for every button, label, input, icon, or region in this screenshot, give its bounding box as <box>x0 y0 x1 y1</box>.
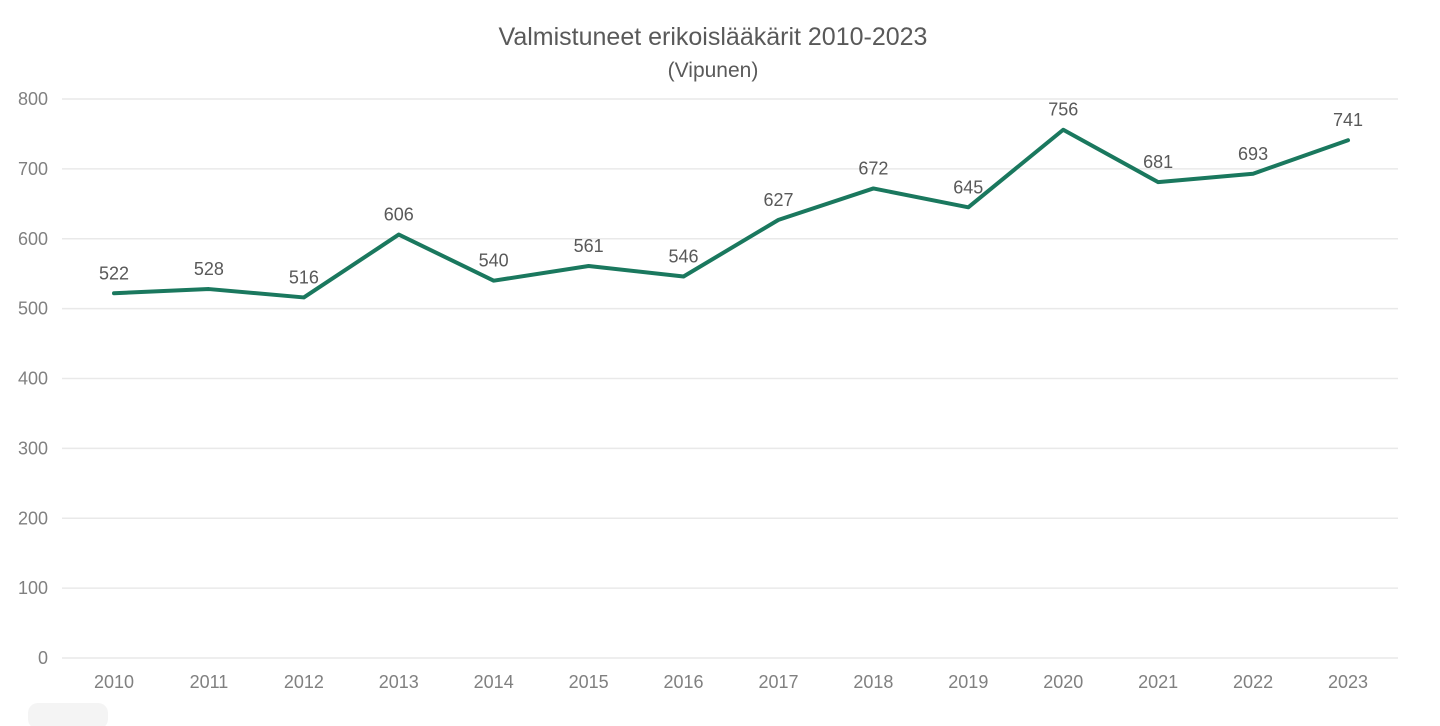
x-axis-tick-label: 2019 <box>948 672 988 692</box>
x-axis-tick-label: 2014 <box>474 672 514 692</box>
data-label: 627 <box>763 190 793 210</box>
x-axis-tick-label: 2017 <box>758 672 798 692</box>
x-axis-tick-label: 2013 <box>379 672 419 692</box>
chart-subtitle: (Vipunen) <box>668 59 759 82</box>
y-axis-tick-label: 500 <box>18 299 48 319</box>
data-label: 741 <box>1333 110 1363 130</box>
chart-title: Valmistuneet erikoislääkärit 2010-2023 <box>499 23 928 51</box>
gridlines <box>62 98 1398 659</box>
x-axis-tick-label: 2022 <box>1233 672 1273 692</box>
data-label: 528 <box>194 259 224 279</box>
y-axis-tick-label: 100 <box>18 578 48 598</box>
y-axis-tick-label: 600 <box>18 229 48 249</box>
data-label: 516 <box>289 267 319 287</box>
data-label: 522 <box>99 263 129 283</box>
x-axis-tick-label: 2021 <box>1138 672 1178 692</box>
y-axis-tick-label: 400 <box>18 369 48 389</box>
x-axis-tick-label: 2018 <box>853 672 893 692</box>
series-line <box>112 127 1350 300</box>
x-axis-tick-label: 2020 <box>1043 672 1083 692</box>
x-axis-labels: 2010 2011 2012 2013 2014 2015 2016 2017 2018 2019… <box>94 672 1368 692</box>
data-label: 546 <box>669 246 699 266</box>
y-axis-tick-label: 200 <box>18 508 48 528</box>
data-label: 606 <box>384 205 414 225</box>
data-label: 540 <box>479 251 509 271</box>
y-axis-tick-label: 300 <box>18 438 48 458</box>
y-axis-labels: 0 100 200 300 400 500 600 700 800 <box>18 89 48 668</box>
x-axis-tick-label: 2015 <box>569 672 609 692</box>
watermark-blob <box>28 703 108 726</box>
x-axis-tick-label: 2016 <box>664 672 704 692</box>
data-label: 681 <box>1143 152 1173 172</box>
x-axis-tick-label: 2023 <box>1328 672 1368 692</box>
data-label: 672 <box>858 158 888 178</box>
data-label: 693 <box>1238 144 1268 164</box>
x-axis-tick-label: 2012 <box>284 672 324 692</box>
data-label: 561 <box>574 236 604 256</box>
x-axis-tick-label: 2011 <box>190 672 229 692</box>
y-axis-tick-label: 700 <box>18 159 48 179</box>
data-labels: 522 528 516 606 540 561 546 627 672 645 756 681 693 7… <box>99 100 1363 288</box>
series-polyline <box>112 127 1350 300</box>
data-label: 645 <box>953 177 983 197</box>
y-axis-tick-label: 0 <box>38 648 48 668</box>
data-label: 756 <box>1048 100 1078 120</box>
y-axis-tick-label: 800 <box>18 89 48 109</box>
x-axis-tick-label: 2010 <box>94 672 134 692</box>
